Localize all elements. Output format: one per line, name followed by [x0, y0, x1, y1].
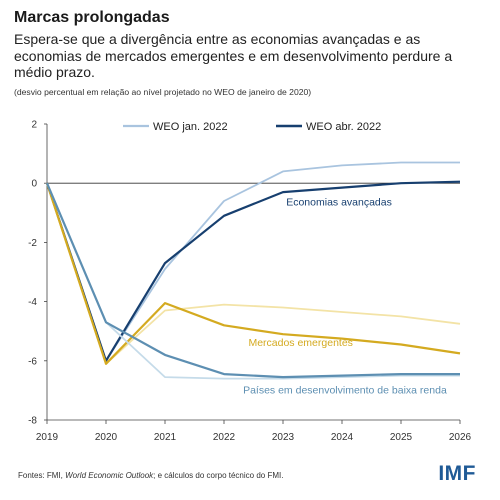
- x-tick-label: 2019: [36, 432, 59, 443]
- x-tick-label: 2020: [95, 432, 118, 443]
- source-prefix: Fontes: FMI,: [18, 471, 66, 480]
- source-suffix: ; e cálculos do corpo técnico do FMI.: [153, 471, 284, 480]
- y-tick-label: -4: [28, 297, 37, 308]
- chart-title: Marcas prolongadas: [14, 9, 170, 26]
- series-line: [46, 182, 460, 380]
- legend-label-jan: WEO jan. 2022: [153, 121, 228, 133]
- series-annotation: Economias avançadas: [286, 196, 392, 208]
- series-line: [45, 182, 461, 365]
- y-tick-label: 2: [31, 120, 37, 131]
- y-tick-label: 0: [31, 179, 37, 190]
- y-tick-label: -8: [28, 416, 37, 427]
- series-line: [46, 161, 460, 362]
- chart-subtitle: Espera-se que a divergência entre as eco…: [14, 31, 453, 80]
- series-line: [45, 180, 461, 362]
- y-tick-label: -6: [28, 356, 37, 367]
- imf-logo: IMF: [438, 462, 476, 485]
- legend-label-apr: WEO abr. 2022: [306, 121, 381, 133]
- y-tick-label: -2: [28, 238, 37, 249]
- chart-note: (desvio percentual em relação ao nível p…: [14, 87, 312, 97]
- x-tick-label: 2024: [331, 432, 354, 443]
- series-annotation: Mercados emergentes: [248, 337, 352, 349]
- x-tick-label: 2025: [390, 432, 413, 443]
- series-annotation: Países em desenvolvimento de baixa renda: [243, 384, 447, 396]
- source-italic: World Economic Outlook: [65, 471, 154, 480]
- x-tick-label: 2023: [272, 432, 295, 443]
- x-tick-label: 2022: [213, 432, 236, 443]
- series-line: [45, 182, 460, 379]
- source-note: Fontes: FMI, World Economic Outlook; e c…: [18, 471, 283, 480]
- x-tick-label: 2021: [154, 432, 177, 443]
- x-tick-label: 2026: [449, 432, 472, 443]
